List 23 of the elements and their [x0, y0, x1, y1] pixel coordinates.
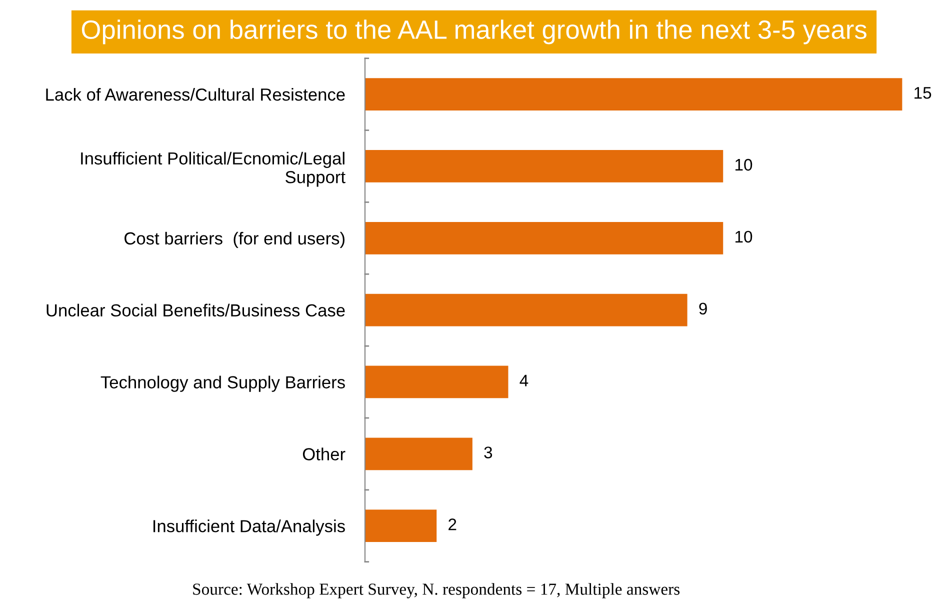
data-label: 9 [699, 302, 707, 315]
bar [364, 438, 472, 470]
bar [364, 294, 688, 326]
bar [364, 150, 724, 182]
y-tick-label: Unclear Social Benefits/Business Case [46, 304, 345, 317]
source-note: Source: Workshop Expert Survey, N. respondents = 17, Multiple answers [193, 583, 680, 598]
bar [364, 222, 724, 254]
data-label: 15 [914, 87, 932, 99]
data-label: 4 [520, 374, 528, 386]
data-label: 10 [735, 230, 752, 243]
y-tick-label: Insufficient Data/Analysis [153, 520, 345, 536]
bar [364, 78, 902, 110]
y-tick-label: Lack of Awareness/Cultural Resistence [46, 88, 345, 101]
y-tick-label: Other [302, 448, 346, 460]
y-tick-label: Insufficient Political/Ecnomic/Legal Support [81, 152, 346, 187]
y-tick-label: Cost barriers (for end users) [124, 232, 344, 248]
data-label: 3 [484, 446, 492, 458]
chart-title: Opinions on barriers to the AAL market growth in the next 3-5 years [82, 20, 866, 44]
data-label: 10 [735, 158, 752, 171]
bar [364, 510, 437, 542]
bar [364, 366, 508, 398]
data-label: 2 [448, 518, 456, 530]
y-tick-label: Technology and Supply Barriers [100, 376, 345, 392]
